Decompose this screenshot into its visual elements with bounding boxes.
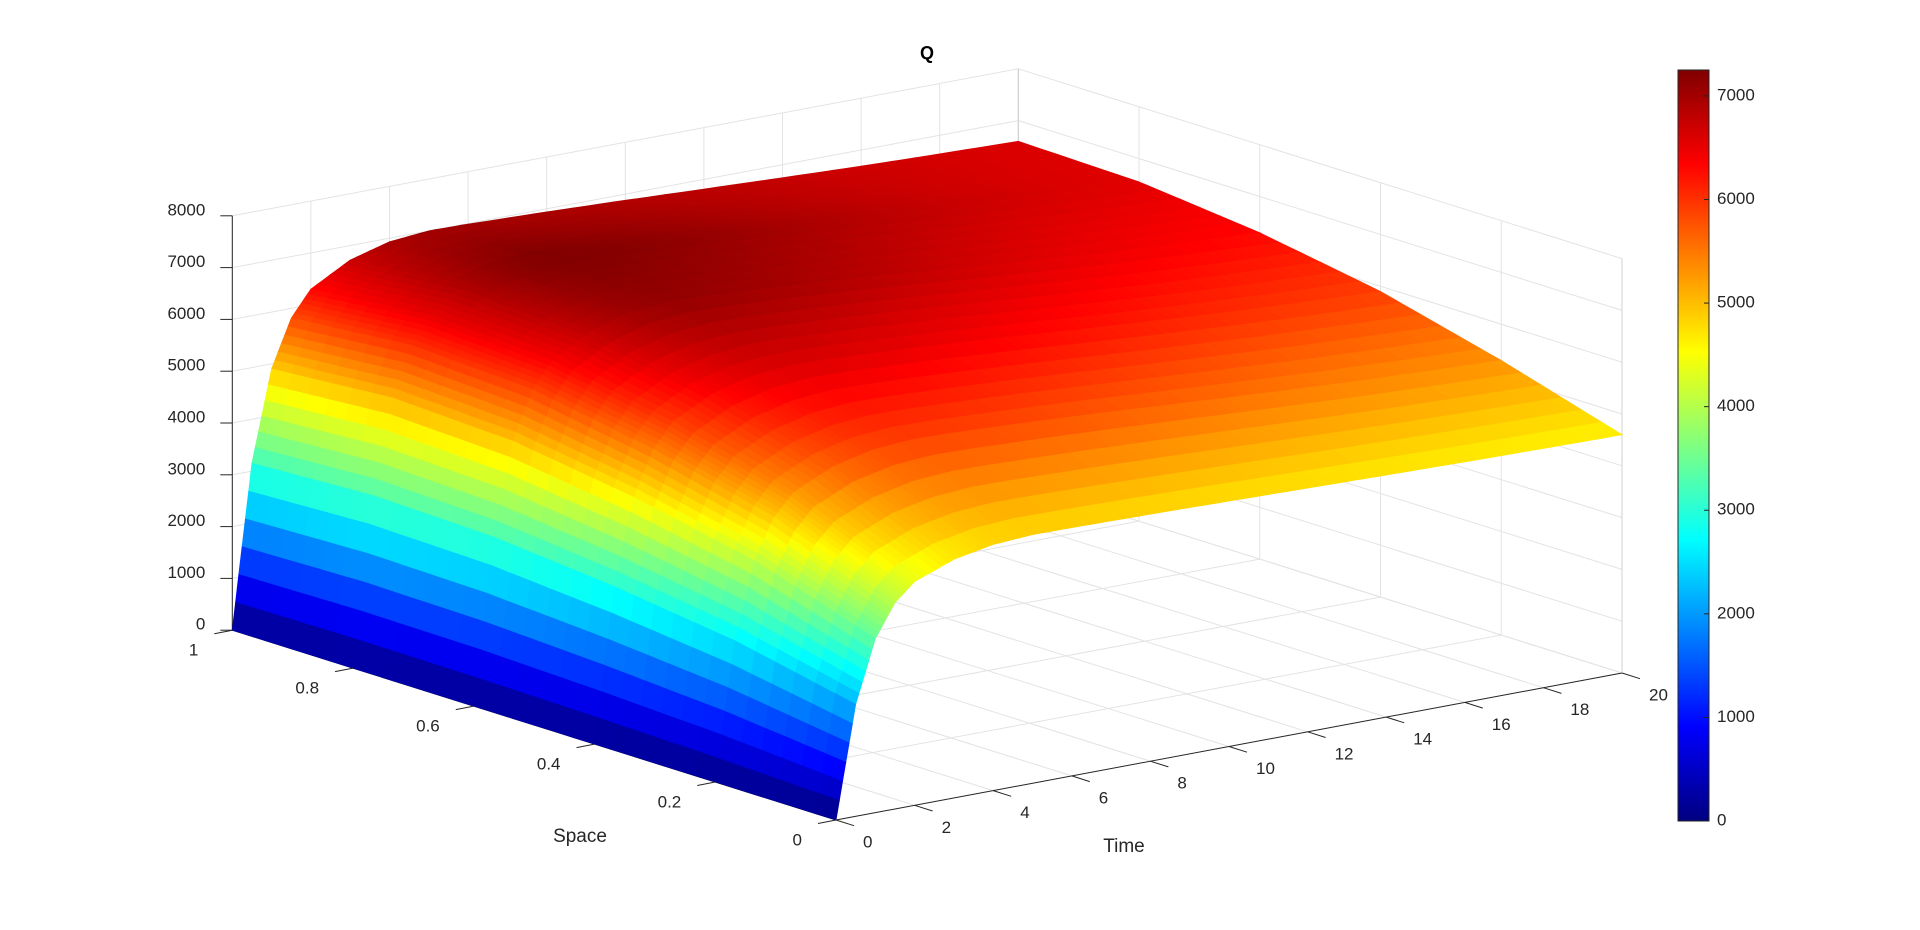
x-tick (1071, 775, 1090, 783)
z-tick-label: 5000 (167, 356, 205, 375)
colorbar-tick-label: 7000 (1717, 85, 1755, 104)
z-tick-label: 7000 (167, 252, 205, 271)
z-tick-label: 8000 (167, 200, 205, 219)
surface-patch (453, 670, 478, 707)
x-tick-label: 2 (942, 818, 951, 837)
surface-patch (288, 473, 313, 509)
surface-patch (248, 462, 273, 498)
y-tick-label: 0.2 (658, 793, 682, 812)
y-tick (214, 629, 233, 635)
y-tick-label: 0.4 (537, 755, 561, 774)
x-tick-label: 18 (1570, 700, 1589, 719)
grid-line (1018, 68, 1623, 260)
y-tick (817, 819, 837, 824)
x-tick (1621, 672, 1641, 680)
y-tick (576, 743, 595, 749)
surface-patch (251, 608, 277, 644)
x-axis-label: Time (1103, 836, 1145, 857)
grid-line (1018, 120, 1623, 311)
surface-patch (815, 793, 840, 821)
y-tick-label: 0 (793, 830, 802, 849)
surface-patch (332, 632, 357, 669)
z-tick-label: 6000 (167, 304, 205, 323)
z-tick-label: 3000 (167, 459, 205, 478)
surface-patch (292, 620, 317, 657)
x-tick (1543, 687, 1562, 694)
x-tick (993, 790, 1012, 797)
colorbar (1677, 69, 1710, 822)
labels: 01000200030004000500060007000800000.20.4… (167, 69, 1755, 851)
surface (231, 140, 1624, 821)
z-tick-label: 0 (196, 615, 205, 634)
x-tick (835, 819, 855, 827)
x-tick (1464, 701, 1483, 709)
surface-patch (268, 468, 293, 503)
z-tick-label: 1000 (167, 563, 205, 582)
x-tick-label: 8 (1177, 774, 1186, 793)
grid-line (232, 68, 1019, 217)
x-tick-label: 4 (1020, 803, 1029, 822)
surface-patch (392, 651, 418, 688)
colorbar-tick-label: 5000 (1717, 293, 1755, 312)
surface-patch (308, 478, 333, 514)
x-tick-label: 0 (863, 832, 872, 851)
surface-patch (328, 484, 354, 520)
surface-patch (372, 645, 398, 682)
z-tick-label: 2000 (167, 511, 205, 530)
x-tick-label: 20 (1649, 685, 1668, 704)
y-tick (455, 705, 474, 711)
colorbar-tick-label: 3000 (1717, 500, 1755, 519)
colorbar-tick-label: 6000 (1717, 189, 1755, 208)
y-tick (334, 667, 354, 673)
grid-line (232, 120, 1019, 269)
x-tick (1307, 731, 1326, 738)
y-tick-label: 0.8 (295, 679, 319, 698)
surface-patch (272, 614, 297, 650)
y-tick (697, 781, 716, 787)
x-tick (1386, 716, 1405, 724)
surface-patch (493, 684, 518, 720)
x-tick (914, 804, 933, 812)
x-tick-label: 10 (1256, 759, 1275, 778)
chart-title: Q (920, 43, 934, 63)
y-tick-label: 0.6 (416, 717, 440, 736)
surface-patch (473, 677, 498, 713)
x-tick (1228, 746, 1248, 753)
x-tick-label: 14 (1413, 730, 1432, 749)
x-tick-label: 12 (1335, 744, 1354, 763)
x-tick-label: 6 (1099, 788, 1108, 807)
surface-patch (345, 518, 370, 554)
surface-patch (231, 601, 257, 638)
x-tick (1150, 760, 1169, 768)
colorbar-tick-label: 4000 (1717, 396, 1755, 415)
x-tick-label: 16 (1492, 715, 1511, 734)
surface-patch (312, 626, 337, 663)
colorbar-tick-label: 0 (1717, 810, 1726, 829)
surface-patch (325, 512, 350, 548)
surface-patch (433, 664, 458, 701)
y-tick-label: 1 (189, 641, 198, 660)
surface-patch (348, 489, 374, 525)
surface-patch (352, 638, 377, 676)
y-axis-label: Space (553, 826, 607, 847)
colorbar-tick-label: 1000 (1717, 707, 1755, 726)
surface-patch (412, 658, 438, 695)
z-tick-label: 4000 (167, 407, 205, 426)
colorbar-tick-label: 2000 (1717, 603, 1755, 622)
